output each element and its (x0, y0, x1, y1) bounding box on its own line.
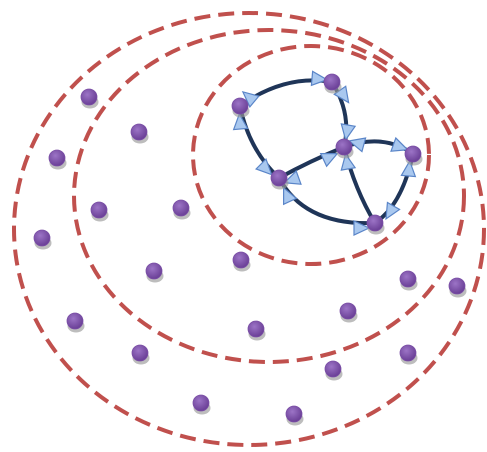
edge-c-e-arrowhead-1 (319, 153, 339, 168)
isolated-node-1 (80, 88, 99, 109)
middle-boundary (72, 28, 466, 364)
nodes (33, 73, 467, 426)
edge-a-b-arrowhead-2 (310, 70, 329, 87)
isolated-node-6 (33, 229, 52, 250)
isolated-node-8 (232, 251, 251, 272)
isolated-node-5 (172, 199, 191, 220)
isolated-node-17 (192, 394, 211, 415)
connected-node-b (323, 73, 342, 94)
isolated-node-14 (131, 344, 150, 365)
isolated-node-18 (285, 405, 304, 426)
isolated-node-9 (399, 270, 418, 291)
edge-c-d-arrowhead-2 (390, 136, 409, 152)
inner-boundary (191, 44, 431, 266)
connected-node-a (231, 97, 250, 118)
edge-b-c-arrowhead-2 (340, 123, 357, 142)
edge-c-e-arrowhead-2 (283, 169, 302, 185)
connected-node-e (270, 169, 289, 190)
isolated-node-11 (66, 312, 85, 333)
edge-c-e (277, 145, 346, 180)
isolated-node-4 (90, 201, 109, 222)
edge-e-f-arrowhead-2 (353, 220, 371, 236)
isolated-node-7 (145, 262, 164, 283)
edge-d-f-arrowhead-1 (400, 159, 417, 178)
edge-arrowheads (232, 70, 417, 236)
isolated-node-2 (130, 123, 149, 144)
connected-node-f (366, 214, 385, 235)
edge-a-b-arrowhead-1 (241, 90, 260, 108)
isolated-node-15 (399, 344, 418, 365)
edge-e-f-arrowhead-1 (283, 186, 298, 206)
edge-e-f (277, 176, 377, 226)
isolated-node-13 (247, 320, 266, 341)
connected-node-c (335, 138, 354, 159)
edge-a-e-arrowhead-2 (255, 158, 273, 176)
isolated-node-3 (48, 149, 67, 170)
isolated-node-12 (339, 302, 358, 323)
dashed-boundaries (12, 11, 486, 447)
edge-c-d-arrowhead-1 (347, 137, 367, 153)
outer-boundary (12, 11, 486, 447)
edge-a-e-arrowhead-1 (232, 112, 249, 131)
isolated-node-10 (448, 277, 467, 298)
edge-d-f-arrowhead-2 (385, 201, 401, 221)
isolated-node-16 (324, 360, 343, 381)
connected-node-d (404, 145, 423, 166)
